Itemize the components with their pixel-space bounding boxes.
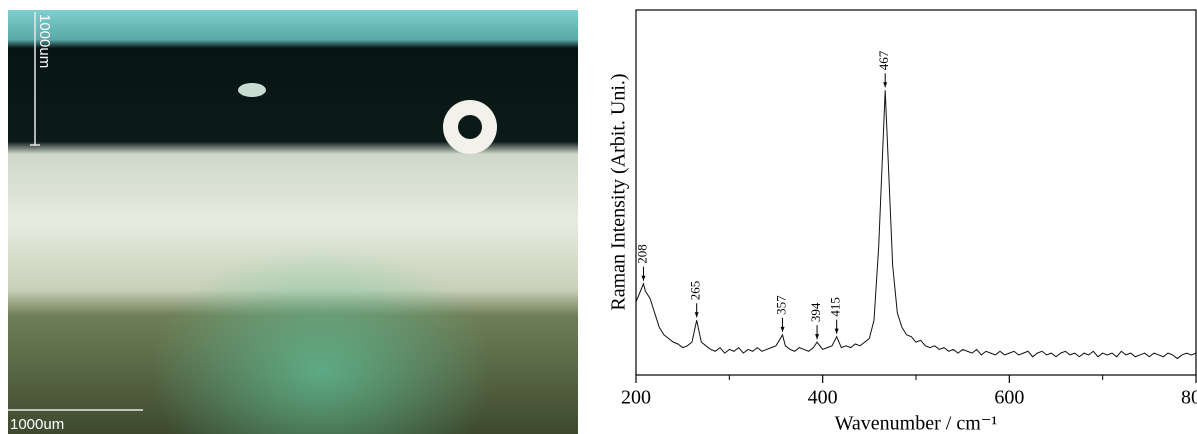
x-tick-label: 800 (1181, 387, 1197, 409)
micrograph-glow (8, 10, 578, 434)
scale-label-horizontal: 1000um (10, 416, 64, 433)
peak-arrowhead (883, 82, 888, 88)
peak-label: 467 (876, 50, 891, 70)
micrograph: 1000um 1000um (8, 10, 578, 434)
peak-arrowhead (834, 328, 839, 334)
y-axis-label: Raman Intensity (Arbit. Uni.) (608, 73, 630, 310)
peak-label: 415 (828, 297, 843, 317)
scale-label-vertical: 1000um (36, 14, 53, 68)
peak-arrowhead (694, 312, 699, 318)
chart: Wavenumber / cm⁻¹ Raman Intensity (Arbit… (608, 9, 1197, 434)
peak-label: 265 (688, 281, 703, 301)
x-tick-label: 400 (808, 387, 838, 409)
peak-arrowhead (641, 275, 646, 281)
peak-label: 357 (774, 295, 789, 315)
peak-arrowhead (780, 326, 785, 332)
spectrum-line (635, 90, 1197, 360)
x-tick-label: 200 (621, 387, 651, 409)
peak-label: 394 (808, 302, 823, 322)
x-axis-label: Wavenumber / cm⁻¹ (835, 413, 998, 434)
peak-arrowhead (815, 334, 820, 340)
peak-label: 208 (634, 244, 649, 264)
plot-frame (635, 9, 1197, 376)
speck (238, 83, 266, 97)
x-tick-label: 600 (994, 387, 1024, 409)
particle-core (458, 115, 482, 139)
